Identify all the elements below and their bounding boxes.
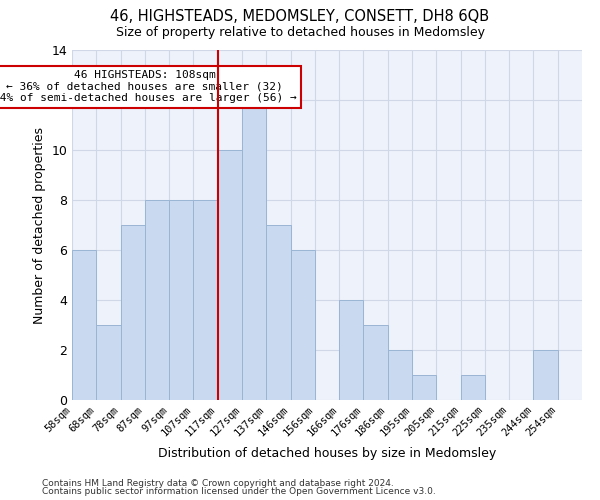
Bar [412,375,436,400]
Bar [121,225,145,400]
Y-axis label: Number of detached properties: Number of detached properties [33,126,46,324]
Bar [218,150,242,400]
Bar [242,100,266,400]
Text: Contains HM Land Registry data © Crown copyright and database right 2024.: Contains HM Land Registry data © Crown c… [42,478,394,488]
Bar [364,325,388,400]
Bar [96,325,121,400]
Bar [169,200,193,400]
X-axis label: Distribution of detached houses by size in Medomsley: Distribution of detached houses by size … [158,447,496,460]
Bar [290,250,315,400]
Bar [388,350,412,400]
Bar [533,350,558,400]
Text: 46, HIGHSTEADS, MEDOMSLEY, CONSETT, DH8 6QB: 46, HIGHSTEADS, MEDOMSLEY, CONSETT, DH8 … [110,9,490,24]
Text: Size of property relative to detached houses in Medomsley: Size of property relative to detached ho… [115,26,485,39]
Bar [339,300,364,400]
Text: Contains public sector information licensed under the Open Government Licence v3: Contains public sector information licen… [42,487,436,496]
Bar [145,200,169,400]
Bar [193,200,218,400]
Bar [72,250,96,400]
Bar [461,375,485,400]
Text: 46 HIGHSTEADS: 108sqm
← 36% of detached houses are smaller (32)
64% of semi-deta: 46 HIGHSTEADS: 108sqm ← 36% of detached … [0,70,297,103]
Bar [266,225,290,400]
